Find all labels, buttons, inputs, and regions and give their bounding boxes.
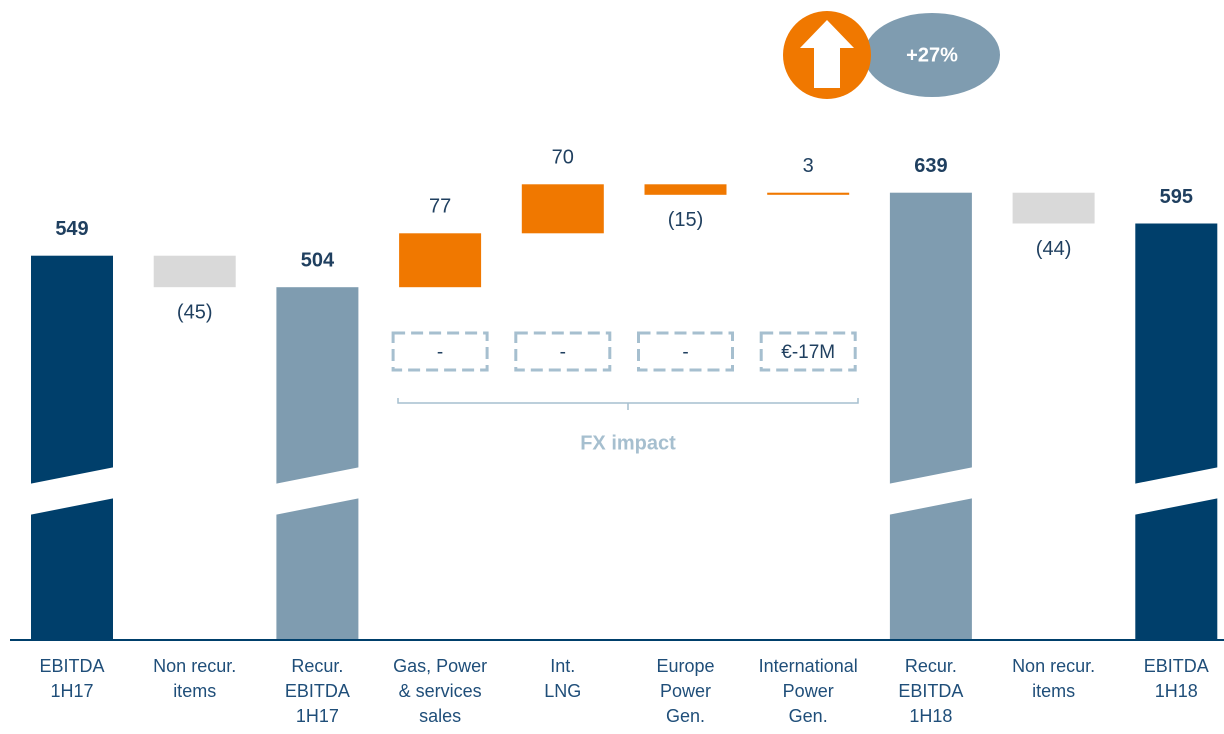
axis-break xyxy=(887,467,974,515)
bar xyxy=(889,192,972,640)
axis-break xyxy=(274,467,361,515)
bar xyxy=(31,255,113,640)
x-tick-label: items xyxy=(173,681,216,701)
x-tick-label: & services xyxy=(399,681,482,701)
x-tick-label: Europe xyxy=(656,656,714,676)
x-tick-label: Recur. xyxy=(905,656,957,676)
growth-label: +27% xyxy=(906,44,958,66)
axis-break xyxy=(29,467,115,515)
x-tick-label: EBITDA xyxy=(39,656,104,676)
bar xyxy=(399,233,482,288)
x-tick-label: 1H18 xyxy=(1155,681,1198,701)
x-tick-label: International xyxy=(759,656,858,676)
x-tick-label: LNG xyxy=(544,681,581,701)
x-tick-label: EBITDA xyxy=(898,681,963,701)
fx-box xyxy=(514,331,612,372)
value-label: (44) xyxy=(1036,238,1072,260)
bar xyxy=(644,184,727,195)
value-label: 504 xyxy=(301,249,335,271)
x-tick-label: 1H17 xyxy=(296,706,339,726)
bar xyxy=(1135,223,1218,640)
fx-value: - xyxy=(437,342,443,363)
x-tick-label: Power xyxy=(660,681,711,701)
value-label: (45) xyxy=(177,301,213,323)
bar xyxy=(1012,192,1095,224)
x-tick-label: EBITDA xyxy=(1144,656,1209,676)
x-tick-label: Power xyxy=(783,681,834,701)
x-tick-label: Non recur. xyxy=(153,656,236,676)
fx-value: - xyxy=(682,342,688,363)
bar xyxy=(521,184,604,234)
x-tick-label: sales xyxy=(419,706,461,726)
fx-box xyxy=(637,331,734,372)
x-tick-label: Gas, Power xyxy=(393,656,487,676)
badge-ellipse xyxy=(864,13,1000,97)
x-tick-label: EBITDA xyxy=(285,681,350,701)
value-label: 595 xyxy=(1160,186,1193,208)
value-label: 70 xyxy=(552,147,574,169)
fx-bracket xyxy=(397,398,859,410)
bar xyxy=(276,287,359,640)
x-tick-label: Recur. xyxy=(291,656,343,676)
x-tick-label: Gen. xyxy=(666,706,705,726)
x-tick-label: items xyxy=(1032,681,1075,701)
value-label: (15) xyxy=(668,209,704,231)
value-label: 3 xyxy=(803,155,814,177)
axis-break xyxy=(1133,467,1220,515)
fx-value: - xyxy=(560,342,566,363)
x-tick-label: 1H18 xyxy=(909,706,952,726)
x-tick-label: Int. xyxy=(550,656,575,676)
x-tick-label: Gen. xyxy=(789,706,828,726)
bar xyxy=(767,192,850,195)
x-tick-label: 1H17 xyxy=(50,681,93,701)
fx-box xyxy=(759,331,857,372)
fx-value: €-17M xyxy=(781,342,835,363)
value-label: 549 xyxy=(55,218,88,240)
growth-badge: +27% xyxy=(783,11,1000,99)
x-tick-label: Non recur. xyxy=(1012,656,1095,676)
bar xyxy=(153,255,236,288)
fx-label: FX impact xyxy=(580,432,676,454)
up-arrow xyxy=(800,20,854,88)
value-label: 77 xyxy=(429,196,451,218)
value-label: 639 xyxy=(914,155,947,177)
fx-box xyxy=(391,331,489,372)
